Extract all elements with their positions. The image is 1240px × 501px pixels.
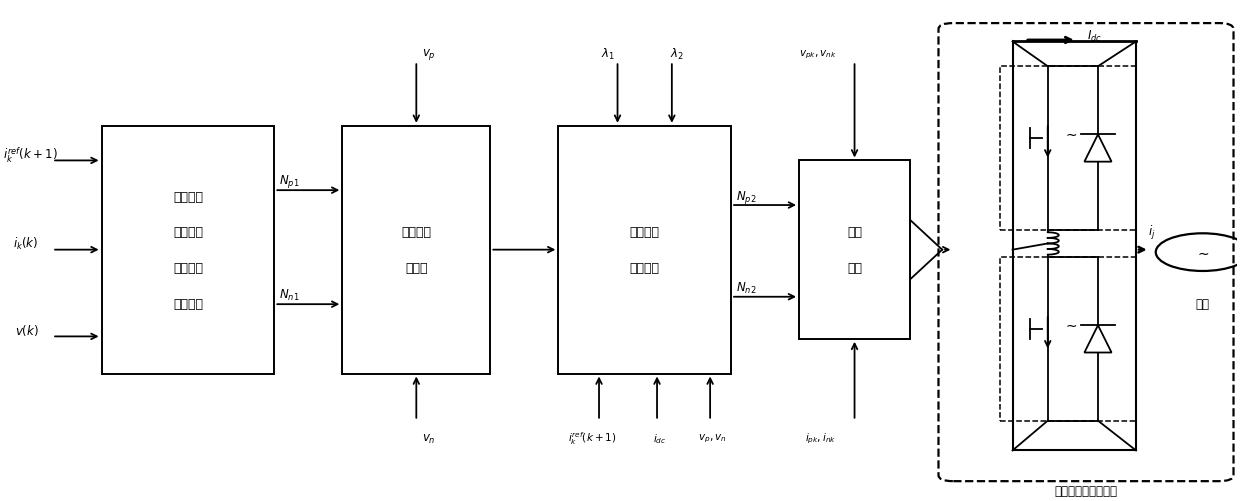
Text: $i_k^{ref}(k+1)$: $i_k^{ref}(k+1)$ <box>2 145 57 164</box>
Text: $N_{p1}$: $N_{p1}$ <box>279 172 300 189</box>
Text: 模型预测: 模型预测 <box>630 226 660 239</box>
Text: 想情况下: 想情况下 <box>172 226 203 239</box>
Bar <box>558 126 732 374</box>
Text: $N_{p2}$: $N_{p2}$ <box>737 188 756 205</box>
Text: 个数求取: 个数求取 <box>172 297 203 310</box>
Bar <box>1001 258 1136 421</box>
Text: 桥臂接入: 桥臂接入 <box>172 262 203 275</box>
Text: $i_j$: $i_j$ <box>1148 224 1156 242</box>
Text: $\sim$: $\sim$ <box>1064 317 1079 331</box>
Text: $v_p, v_n$: $v_p, v_n$ <box>698 432 727 444</box>
Text: $\lambda_2$: $\lambda_2$ <box>670 47 683 62</box>
Bar <box>799 161 910 339</box>
Text: $i_k^{ref}(k+1)$: $i_k^{ref}(k+1)$ <box>568 430 616 446</box>
Text: $I_{dc}$: $I_{dc}$ <box>1086 29 1101 44</box>
Bar <box>342 126 490 374</box>
Text: $v_p$: $v_p$ <box>423 47 436 62</box>
Text: $i_{dc}$: $i_{dc}$ <box>653 431 667 445</box>
Polygon shape <box>1085 326 1111 353</box>
Text: $\lambda_1$: $\lambda_1$ <box>600 47 615 62</box>
Polygon shape <box>1085 135 1111 162</box>
Text: $v_{pk}, v_{nk}$: $v_{pk}, v_{nk}$ <box>799 49 837 61</box>
Text: 集确定: 集确定 <box>405 262 428 275</box>
Text: $N_{n1}$: $N_{n1}$ <box>279 287 300 302</box>
Bar <box>102 126 274 374</box>
Bar <box>1001 67 1136 230</box>
Text: 电压: 电压 <box>847 226 862 239</box>
Text: $v(k)$: $v(k)$ <box>15 323 40 338</box>
Text: 模块化多电平变换器: 模块化多电平变换器 <box>1054 483 1117 496</box>
Text: 计算寻优: 计算寻优 <box>630 262 660 275</box>
Text: $\sim$: $\sim$ <box>1195 245 1210 260</box>
Text: 电网: 电网 <box>1195 297 1210 310</box>
Text: $i_{pk}, i_{nk}$: $i_{pk}, i_{nk}$ <box>805 431 837 445</box>
Text: $N_{n2}$: $N_{n2}$ <box>737 281 756 296</box>
Text: 平衡: 平衡 <box>847 262 862 275</box>
Text: 子模块理: 子模块理 <box>172 190 203 203</box>
Text: $\sim$: $\sim$ <box>1064 127 1079 141</box>
Text: $v_n$: $v_n$ <box>423 432 436 445</box>
Text: 优化控制: 优化控制 <box>402 226 432 239</box>
FancyBboxPatch shape <box>939 24 1234 481</box>
Text: $i_k(k)$: $i_k(k)$ <box>12 235 38 252</box>
